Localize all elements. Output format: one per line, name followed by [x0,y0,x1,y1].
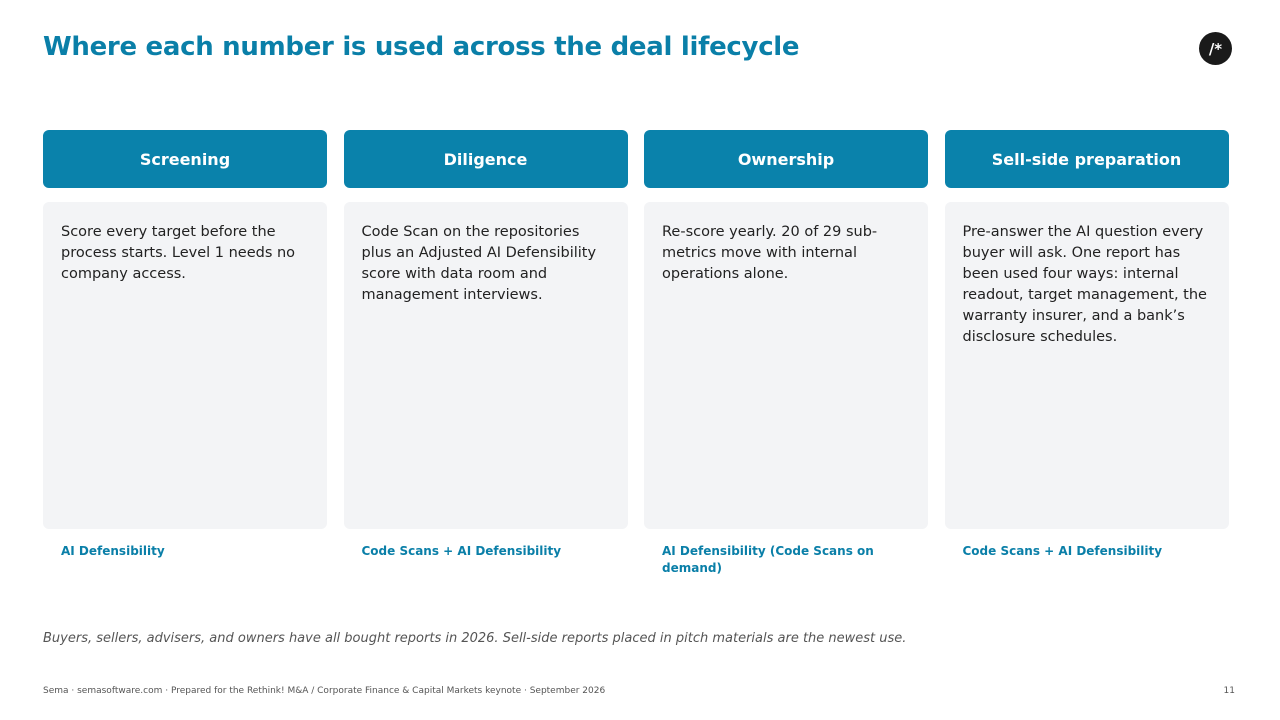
column-body: Code Scan on the repositories plus an Ad… [343,202,628,529]
column: Ownership Re-score yearly. 20 of 29 sub-m… [644,130,928,577]
footer: Sema · semasoftware.com · Prepared for t… [43,686,606,696]
title: Where each number is used across the dea… [43,32,800,62]
column: Screening Score every target before the p… [43,130,327,560]
note: Buyers, sellers, advisers, and owners ha… [43,631,907,646]
column-tag: Code Scans + AI Defensibility [361,544,562,558]
column-body: Re-score yearly. 20 of 29 sub-metrics mo… [644,202,928,529]
column-tag: AI Defensibility (Code Scans on demand) [662,544,874,575]
column-tag: Code Scans + AI Defensibility [962,544,1163,558]
column: Diligence Code Scan on the repositories p… [343,130,628,560]
column-header: Diligence [343,130,628,188]
column-body: Score every target before the process st… [43,202,327,529]
column-body: Pre-answer the AI question every buyer w… [944,202,1229,529]
page-number: 11 [1223,686,1235,696]
column-header: Screening [43,130,327,188]
column-tag: AI Defensibility [61,544,165,558]
column-header: Sell-side preparation [944,130,1229,188]
column: Sell-side preparation Pre-answer the AI q… [944,130,1229,560]
column-header: Ownership [644,130,928,188]
logo: /* [1199,32,1232,65]
